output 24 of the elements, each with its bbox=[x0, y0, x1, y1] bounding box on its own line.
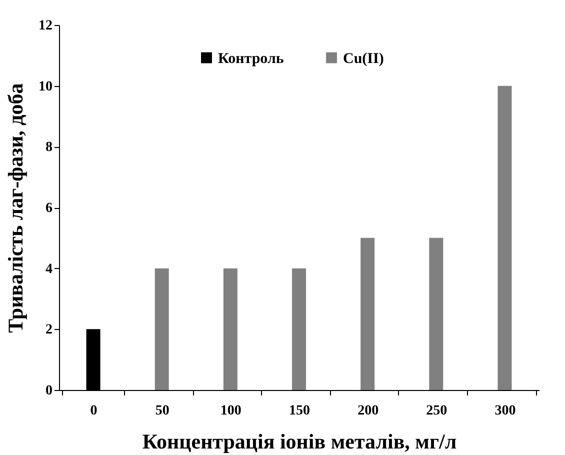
y-tick-label: 8 bbox=[46, 140, 52, 156]
x-tick-label: 100 bbox=[220, 404, 242, 418]
y-tick-label: 0 bbox=[46, 384, 52, 398]
x-tick-label: 250 bbox=[426, 404, 448, 418]
bar bbox=[498, 86, 512, 390]
x-tick-label: 200 bbox=[358, 404, 379, 418]
bar bbox=[360, 238, 375, 390]
bar bbox=[223, 268, 238, 390]
y-axis-title: Тривалість лаг-фази, доба bbox=[4, 82, 28, 333]
bar bbox=[429, 238, 444, 390]
y-tick-label: 6 bbox=[46, 201, 52, 216]
x-tick-label: 150 bbox=[289, 404, 310, 418]
y-tick-label: 12 bbox=[38, 18, 52, 34]
bar bbox=[292, 268, 306, 390]
y-tick-label: 4 bbox=[46, 262, 52, 277]
x-tick-label: 300 bbox=[494, 404, 516, 418]
legend-label: Cu(II) bbox=[343, 50, 384, 67]
y-tick-label: 10 bbox=[38, 79, 52, 94]
legend-label: Контроль bbox=[218, 50, 284, 67]
y-tick-label: 2 bbox=[46, 322, 52, 338]
x-tick-label: 0 bbox=[90, 404, 98, 418]
x-axis-title: Концентрація іонів металів, мг/л bbox=[142, 430, 457, 454]
bar bbox=[154, 268, 169, 390]
x-tick-label: 50 bbox=[155, 404, 170, 418]
